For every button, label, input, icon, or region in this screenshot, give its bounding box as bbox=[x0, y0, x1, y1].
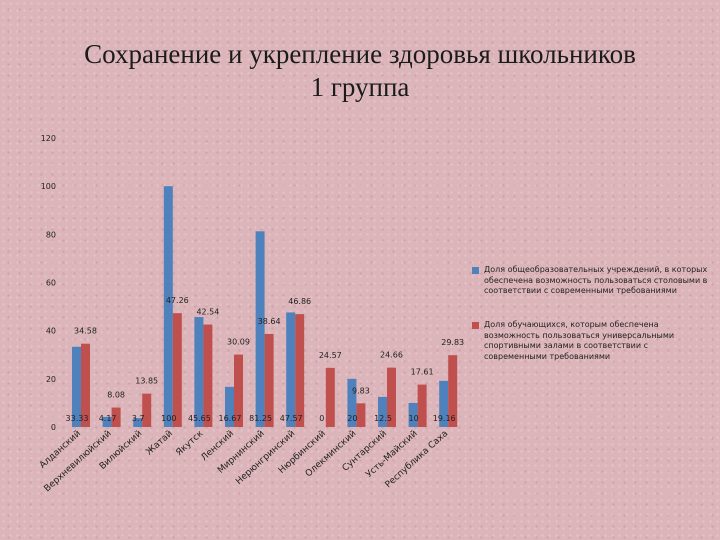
data-label: 4.17 bbox=[99, 414, 117, 423]
bar bbox=[111, 407, 121, 427]
data-label: 34.58 bbox=[74, 327, 97, 336]
bar bbox=[234, 354, 243, 427]
bar bbox=[142, 393, 152, 427]
data-label: 20 bbox=[347, 414, 357, 423]
bar bbox=[286, 312, 296, 427]
data-label: 46.86 bbox=[288, 297, 311, 306]
data-label: 3.7 bbox=[132, 414, 145, 423]
title-line-2: 1 группа bbox=[310, 72, 410, 102]
data-label: 38.64 bbox=[258, 317, 281, 326]
data-label: 29.83 bbox=[441, 338, 464, 347]
data-label: 0 bbox=[319, 414, 324, 423]
data-label: 45.65 bbox=[188, 414, 211, 423]
bar bbox=[194, 317, 204, 427]
bar bbox=[203, 324, 213, 427]
data-label: 33.33 bbox=[66, 414, 89, 423]
bar bbox=[264, 333, 274, 427]
bar bbox=[72, 346, 81, 427]
bar bbox=[387, 367, 396, 427]
legend-entry-2: Доля обучающихся, которым обеспечена воз… bbox=[472, 320, 708, 362]
bar bbox=[356, 403, 366, 427]
data-label: 81.25 bbox=[249, 414, 272, 423]
data-label: 24.66 bbox=[380, 351, 403, 360]
bar bbox=[172, 313, 182, 427]
legend-label-1: Доля общеобразовательных учреждений, в к… bbox=[484, 265, 708, 295]
data-label: 12.5 bbox=[374, 414, 392, 423]
y-tick-label: 40 bbox=[46, 327, 56, 336]
data-label: 9.83 bbox=[352, 386, 370, 395]
bar bbox=[325, 367, 335, 427]
data-label: 24.57 bbox=[319, 351, 342, 360]
bar bbox=[347, 378, 357, 427]
data-label: 8.08 bbox=[107, 391, 125, 400]
bar bbox=[378, 396, 387, 427]
data-label: 16.67 bbox=[219, 414, 242, 423]
bar bbox=[81, 343, 90, 427]
slide-title: Сохранение и укрепление здоровья школьни… bbox=[0, 38, 720, 104]
legend-swatch-2 bbox=[472, 322, 479, 329]
bar bbox=[439, 380, 449, 427]
y-tick-label: 100 bbox=[41, 182, 56, 191]
data-label: 30.09 bbox=[227, 338, 250, 347]
y-tick-label: 0 bbox=[51, 423, 56, 432]
bar bbox=[295, 314, 305, 427]
data-label: 100 bbox=[161, 414, 176, 423]
data-label: 17.61 bbox=[411, 368, 434, 377]
bar bbox=[417, 384, 427, 427]
bar bbox=[448, 355, 458, 427]
legend-entry-1: Доля общеобразовательных учреждений, в к… bbox=[472, 265, 708, 297]
title-line-1: Сохранение и укрепление здоровья школьни… bbox=[84, 39, 636, 69]
category-label: Жатай bbox=[144, 429, 174, 458]
data-label: 47.57 bbox=[280, 414, 303, 423]
bar bbox=[102, 416, 112, 427]
bar bbox=[255, 231, 265, 427]
bar bbox=[133, 418, 143, 427]
y-tick-label: 20 bbox=[46, 375, 56, 384]
data-label: 19.16 bbox=[433, 414, 456, 423]
legend-label-2: Доля обучающихся, которым обеспечена воз… bbox=[484, 320, 675, 361]
data-label: 10 bbox=[409, 414, 419, 423]
data-label: 13.85 bbox=[135, 377, 158, 386]
bar bbox=[163, 186, 173, 427]
y-tick-label: 60 bbox=[46, 279, 56, 288]
data-label: 42.54 bbox=[196, 308, 219, 317]
y-tick-label: 80 bbox=[46, 230, 56, 239]
y-tick-label: 120 bbox=[41, 134, 56, 143]
bar bbox=[408, 402, 418, 427]
legend-swatch-1 bbox=[472, 267, 479, 274]
data-label: 47.26 bbox=[166, 296, 189, 305]
bar bbox=[225, 386, 234, 427]
